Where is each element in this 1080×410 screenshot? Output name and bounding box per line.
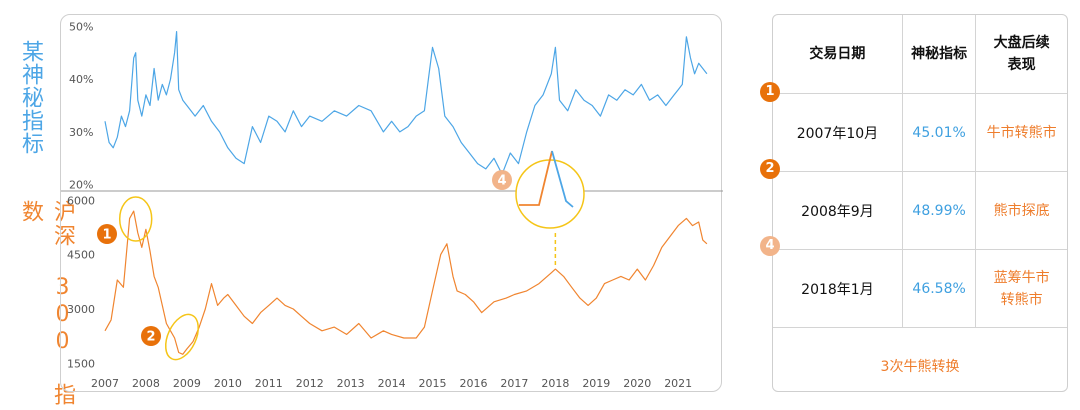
header-outcome-text: 大盘后续表现: [993, 35, 1050, 73]
year-tick-label: 2015: [419, 377, 447, 390]
year-tick-label: 2011: [255, 377, 283, 390]
row-date: 2018年1月: [773, 249, 903, 328]
table-header-row: 交易日期 神秘指标 大盘后续表现: [773, 15, 1067, 94]
table-row: 2008年9月 48.99% 熊市探底: [773, 171, 1067, 250]
header-outcome: 大盘后续表现: [975, 15, 1067, 94]
year-tick-label: 2021: [664, 377, 692, 390]
row-date: 2008年9月: [773, 171, 903, 250]
year-tick-label: 2007: [91, 377, 119, 390]
chart-marker-4-label: 4: [497, 174, 506, 189]
indicator-tick-label: 20%: [69, 179, 93, 192]
year-tick-label: 2012: [296, 377, 324, 390]
summary-table: 交易日期 神秘指标 大盘后续表现 2007年10月 45.01% 牛市转熊市 2…: [772, 14, 1068, 392]
chart-marker-1: [97, 224, 117, 244]
chart-marker-4: [492, 170, 512, 190]
indicator-series-line: [104, 31, 708, 175]
index-tick-label: 1500: [67, 357, 95, 370]
indicator-tick-label: 30%: [69, 126, 93, 139]
row-indicator: 46.58%: [901, 249, 977, 328]
row-outcome-text: 蓝筹牛市转熊市: [993, 269, 1050, 308]
chart-marker-2-label: 2: [146, 330, 155, 345]
summary-text: 3次牛熊转换: [773, 327, 1067, 391]
chart-panel: 50% 40% 30% 20% 6000 4500 3000 1500 2007 2008 2009…: [60, 14, 723, 392]
year-tick-label: 2019: [582, 377, 610, 390]
indicator-tick-label: 40%: [69, 73, 93, 86]
table-summary-row: 3次牛熊转换: [773, 327, 1067, 391]
header-indicator: 神秘指标: [901, 15, 977, 94]
year-tick-label: 2016: [459, 377, 487, 390]
table-row: 2007年10月 45.01% 牛市转熊市: [773, 93, 1067, 172]
year-tick-label: 2009: [173, 377, 201, 390]
marker-4-badge: 4: [760, 236, 780, 256]
marker-1-badge: 1: [760, 82, 780, 102]
row-indicator: 48.99%: [901, 171, 977, 250]
year-tick-label: 2008: [132, 377, 160, 390]
row-outcome: 熊市探底: [975, 171, 1067, 250]
index-tick-label: 6000: [67, 194, 95, 207]
zoom-indicator-down: [551, 150, 574, 208]
row-date: 2007年10月: [773, 93, 903, 172]
highlight-ellipse-2: [164, 313, 199, 361]
row-outcome: 蓝筹牛市转熊市: [975, 249, 1067, 328]
chart-svg: 50% 40% 30% 20% 6000 4500 3000 1500 2007 2008 2009…: [61, 20, 723, 390]
year-tick-label: 2017: [500, 377, 528, 390]
row-indicator: 45.01%: [901, 93, 977, 172]
zoom-circle: [515, 159, 585, 229]
year-tick-label: 2013: [337, 377, 365, 390]
marker-2-badge: 2: [760, 159, 780, 179]
year-tick-label: 2010: [214, 377, 242, 390]
header-date: 交易日期: [773, 15, 903, 94]
zoom-index-up: [519, 150, 553, 206]
indicator-tick-label: 50%: [69, 20, 93, 33]
index-series-line: [104, 210, 708, 355]
chart-marker-2: [141, 326, 161, 346]
index-tick-label: 4500: [67, 249, 95, 262]
indicator-axis-title: 某神秘指标: [18, 40, 43, 155]
row-outcome: 牛市转熊市: [975, 93, 1067, 172]
table-row: 2018年1月 46.58% 蓝筹牛市转熊市: [773, 249, 1067, 328]
year-tick-label: 2018: [541, 377, 569, 390]
chart-marker-1-label: 1: [102, 228, 111, 243]
year-tick-label: 2020: [623, 377, 651, 390]
highlight-ellipse-1: [118, 196, 153, 242]
year-tick-label: 2014: [378, 377, 406, 390]
index-axis-title: 沪深 300 指数: [18, 200, 75, 407]
index-tick-label: 3000: [67, 303, 95, 316]
